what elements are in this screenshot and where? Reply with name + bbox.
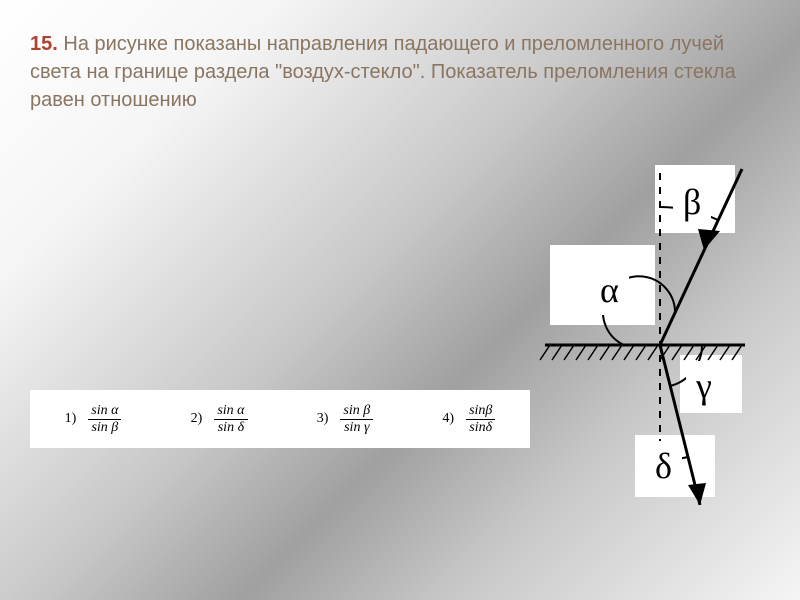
option-1-frac: sin α sin β [88, 403, 121, 435]
option-1-num: 1) [65, 411, 77, 427]
option-2-frac: sin α sin δ [214, 403, 247, 435]
option-3: 3) sin β sin γ [317, 403, 373, 435]
label-delta: δ [645, 441, 682, 491]
option-2-num: 2) [191, 411, 203, 427]
question-number: 15. [30, 33, 58, 55]
question-body: На рисунке показаны направления падающег… [30, 33, 736, 111]
answer-options: 1) sin α sin β 2) sin α sin δ 3) sin β s… [30, 390, 530, 448]
question-text: 15. На рисунке показаны направления пада… [30, 30, 770, 114]
option-2: 2) sin α sin δ [191, 403, 248, 435]
label-beta: β [673, 177, 711, 227]
refraction-diagram: β α γ δ [490, 155, 750, 505]
incident-arrow [698, 229, 720, 250]
option-4-frac: sinβ sinδ [466, 403, 495, 435]
option-3-num: 3) [317, 411, 329, 427]
hatching [540, 345, 742, 360]
label-gamma: γ [686, 361, 722, 411]
option-4-num: 4) [442, 411, 454, 427]
option-3-frac: sin β sin γ [340, 403, 373, 435]
option-4: 4) sinβ sinδ [442, 403, 495, 435]
refracted-arrow [688, 483, 706, 505]
option-1: 1) sin α sin β [65, 403, 122, 435]
label-alpha: α [590, 265, 629, 315]
